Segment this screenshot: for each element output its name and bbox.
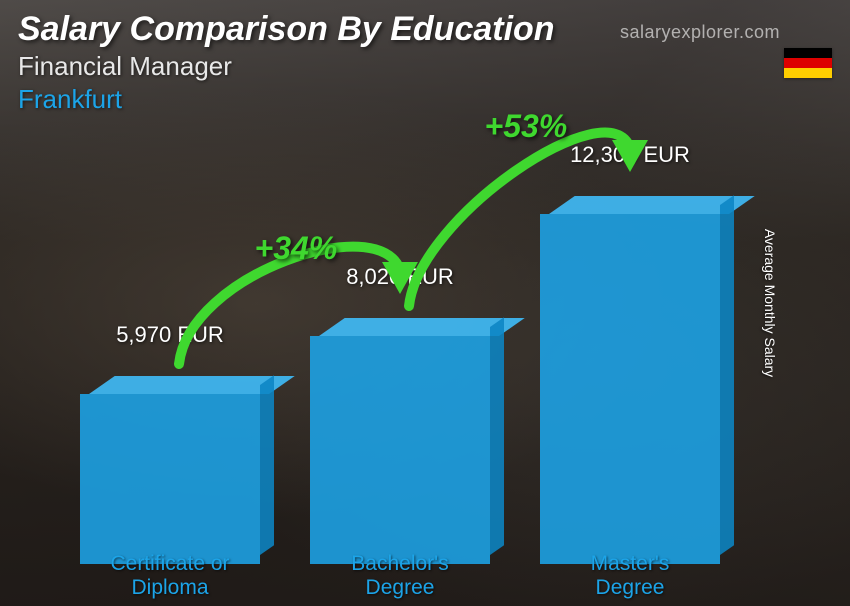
flag-stripe-1: [784, 58, 832, 68]
increase-arrow-1: [60, 136, 800, 546]
flag-stripe-2: [784, 68, 832, 78]
bar-chart-area: 5,970 EUR8,020 EUR12,300 EUR+34%+53%: [60, 136, 800, 546]
chart-subtitle-role: Financial Manager: [18, 51, 832, 82]
chart-subtitle-location: Frankfurt: [18, 84, 832, 115]
germany-flag-icon: [784, 48, 832, 78]
category-label-2: Master'sDegree: [530, 552, 730, 600]
pct-increase-1: +53%: [485, 108, 568, 145]
flag-stripe-0: [784, 48, 832, 58]
watermark-logo: salaryexplorer.com: [620, 22, 780, 43]
category-label-0: Certificate orDiploma: [70, 552, 270, 600]
category-label-1: Bachelor'sDegree: [300, 552, 500, 600]
